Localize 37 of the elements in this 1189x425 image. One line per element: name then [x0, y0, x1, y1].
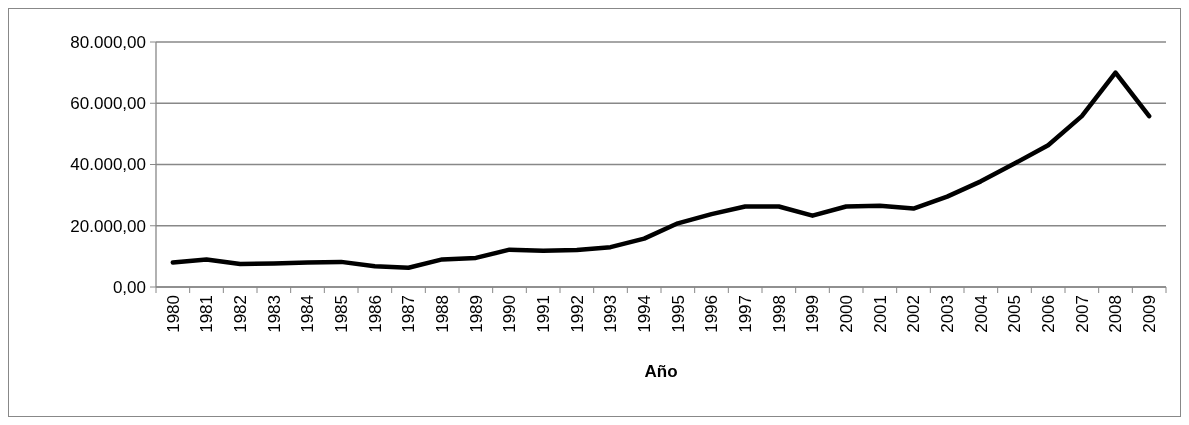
x-tick-label: 1998 [769, 295, 789, 333]
x-tick-label: 1986 [365, 295, 385, 333]
x-tick-label: 2005 [1005, 295, 1025, 333]
x-tick-label: 1990 [500, 295, 520, 333]
x-tick-label: 1984 [298, 295, 318, 333]
x-tick-label: 1980 [163, 295, 183, 333]
x-tick-label: 2009 [1140, 295, 1160, 333]
x-tick-label: 1995 [668, 295, 688, 333]
x-tick-label: 1987 [399, 295, 419, 333]
y-tick-label: 40.000,00 [70, 155, 146, 175]
x-tick-label: 2002 [904, 295, 924, 333]
x-tick-label: 2001 [870, 295, 890, 333]
x-tick-label: 2007 [1072, 295, 1092, 333]
x-tick-label: 1992 [567, 295, 587, 333]
x-tick-label: 1982 [231, 295, 251, 333]
line-series [170, 70, 1152, 270]
x-tick-label: 1989 [466, 295, 486, 333]
x-tick-label: 2000 [837, 295, 857, 333]
x-tick-label: 2008 [1106, 295, 1126, 333]
y-tick-label: 60.000,00 [70, 94, 146, 114]
x-tick-label: 1988 [433, 295, 453, 333]
x-tick-label: 1996 [702, 295, 722, 333]
x-tick-label: 1991 [534, 295, 554, 333]
x-tick-label: 2006 [1039, 295, 1059, 333]
y-tick-label: 0,00 [112, 277, 146, 297]
x-tick-label: 1997 [736, 295, 756, 333]
x-tick-label: 2004 [971, 295, 991, 333]
x-tick-label: 2003 [938, 295, 958, 333]
x-tick-label: 1994 [635, 295, 655, 333]
x-tick-label: 1983 [264, 295, 284, 333]
x-tick-label: 1993 [601, 295, 621, 333]
x-tick-label: 1985 [332, 295, 352, 333]
y-tick-label: 80.000,00 [70, 32, 146, 52]
x-tick-label: 1981 [197, 295, 217, 333]
x-axis-title: Año [644, 362, 678, 381]
y-tick-label: 20.000,00 [70, 216, 146, 236]
x-tick-label: 1999 [803, 295, 823, 333]
